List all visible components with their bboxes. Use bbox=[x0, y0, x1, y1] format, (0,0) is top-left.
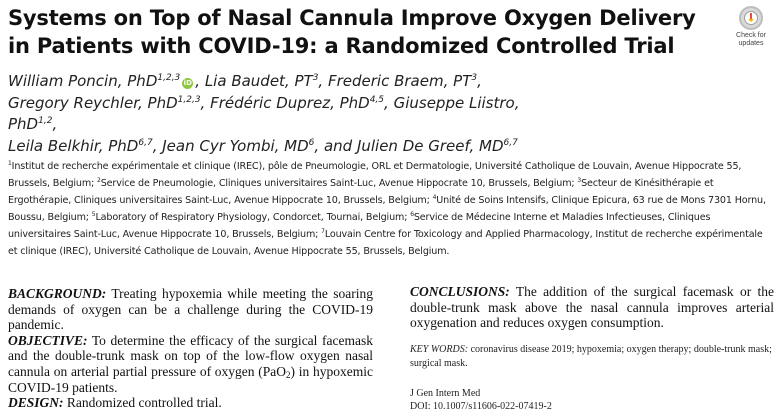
author-affiliation-marker: 1,2,3 bbox=[177, 94, 201, 105]
affiliations: 1Institut de recherche expérimentale et … bbox=[8, 158, 774, 261]
affiliation-marker: 2 bbox=[97, 177, 101, 185]
author-name: William Poncin, PhD bbox=[8, 72, 158, 90]
author-separator: , bbox=[477, 72, 482, 90]
badge-label: Check for updates bbox=[736, 32, 766, 47]
author-list: William Poncin, PhD1,2,3 iD, Lia Baudet, … bbox=[8, 71, 568, 157]
abstract-design: DESIGN: Randomized controlled trial. bbox=[8, 395, 222, 411]
affiliation-text: Secteur de Kinésithérapie et Ergothérapi… bbox=[8, 178, 714, 207]
keywords: KEY WORDS: coronavirus disease 2019; hyp… bbox=[410, 343, 772, 369]
author-name: Julien De Greef, MD bbox=[356, 136, 504, 155]
affiliation-text: Laboratory of Respiratory Physiology, Co… bbox=[95, 212, 411, 224]
author-affiliation-marker: 6,7 bbox=[138, 137, 153, 148]
affiliation-marker: 5 bbox=[91, 211, 96, 219]
affiliation-marker: 7 bbox=[321, 228, 325, 236]
article-title: Systems on Top of Nasal Cannula Improve … bbox=[8, 4, 708, 60]
author-name: Gregory Reychler, PhD bbox=[8, 93, 178, 112]
author-affiliation-marker: 6 bbox=[308, 137, 315, 148]
author-affiliation-marker: 1,2,3 bbox=[157, 73, 181, 83]
author-affiliation-marker: 1,2 bbox=[38, 116, 53, 126]
author-separator: , bbox=[384, 93, 394, 112]
author-name: Frédéric Duprez, PhD bbox=[210, 93, 370, 112]
author-name: Lia Baudet, PT bbox=[204, 72, 313, 90]
author-separator: , and bbox=[314, 136, 357, 155]
title-line-2: in Patients with COVID-19: a Randomized … bbox=[8, 34, 675, 58]
affiliation-marker: 6 bbox=[410, 211, 414, 219]
abstract-right-column: CONCLUSIONS: The addition of the surgica… bbox=[410, 284, 774, 414]
title-line-1: Systems on Top of Nasal Cannula Improve … bbox=[8, 6, 696, 30]
check-for-updates-badge[interactable]: Check for updates bbox=[731, 6, 771, 54]
affiliation-text: Institut de recherche expérimentale et c… bbox=[8, 161, 742, 190]
author-separator: , bbox=[318, 72, 328, 90]
author-name: Frederic Braem, PT bbox=[327, 72, 472, 90]
journal-doi[interactable]: DOI: 10.1007/s11606-022-07419-2 bbox=[410, 401, 552, 413]
author-affiliation-marker: 3 bbox=[312, 73, 319, 83]
affiliation-text: Service de Médecine Interne et Maladies … bbox=[8, 212, 711, 241]
affiliation-text: Service de Pneumologie, Cliniques univer… bbox=[100, 178, 578, 190]
affiliation-marker: 4 bbox=[432, 194, 437, 202]
author-name: Jean Cyr Yombi, MD bbox=[162, 136, 309, 155]
author-affiliation-marker: 4,5 bbox=[369, 94, 385, 105]
author-name: Giuseppe Liistro, PhD bbox=[8, 93, 520, 134]
author-separator: , bbox=[152, 136, 163, 155]
author-name: Leila Belkhir, PhD bbox=[8, 136, 139, 155]
journal-info: J Gen Intern Med DOI: 10.1007/s11606-022… bbox=[410, 387, 774, 414]
author-separator: , bbox=[200, 93, 211, 112]
abstract-left-column: BACKGROUND: Treating hypoxemia while mee… bbox=[8, 286, 373, 411]
check-for-updates-icon bbox=[739, 6, 763, 30]
author-affiliation-marker: 3 bbox=[471, 73, 478, 83]
affiliation-text: Unité de Soins Intensifs, Clinique Epicu… bbox=[8, 195, 766, 224]
author-separator: , bbox=[52, 115, 58, 133]
abstract-background: BACKGROUND: Treating hypoxemia while mee… bbox=[8, 286, 373, 333]
journal-name: J Gen Intern Med bbox=[410, 387, 481, 399]
abstract-conclusions: CONCLUSIONS: The addition of the surgica… bbox=[410, 284, 774, 331]
affiliation-marker: 1 bbox=[8, 160, 12, 167]
affiliation-text: Louvain Centre for Toxicology and Applie… bbox=[8, 229, 763, 258]
author-affiliation-marker: 6,7 bbox=[503, 137, 518, 148]
author-separator: , bbox=[195, 72, 205, 90]
orcid-icon[interactable]: iD bbox=[182, 78, 194, 89]
abstract-objective: OBJECTIVE: To determine the efficacy of … bbox=[8, 332, 373, 395]
affiliation-marker: 3 bbox=[577, 177, 582, 185]
